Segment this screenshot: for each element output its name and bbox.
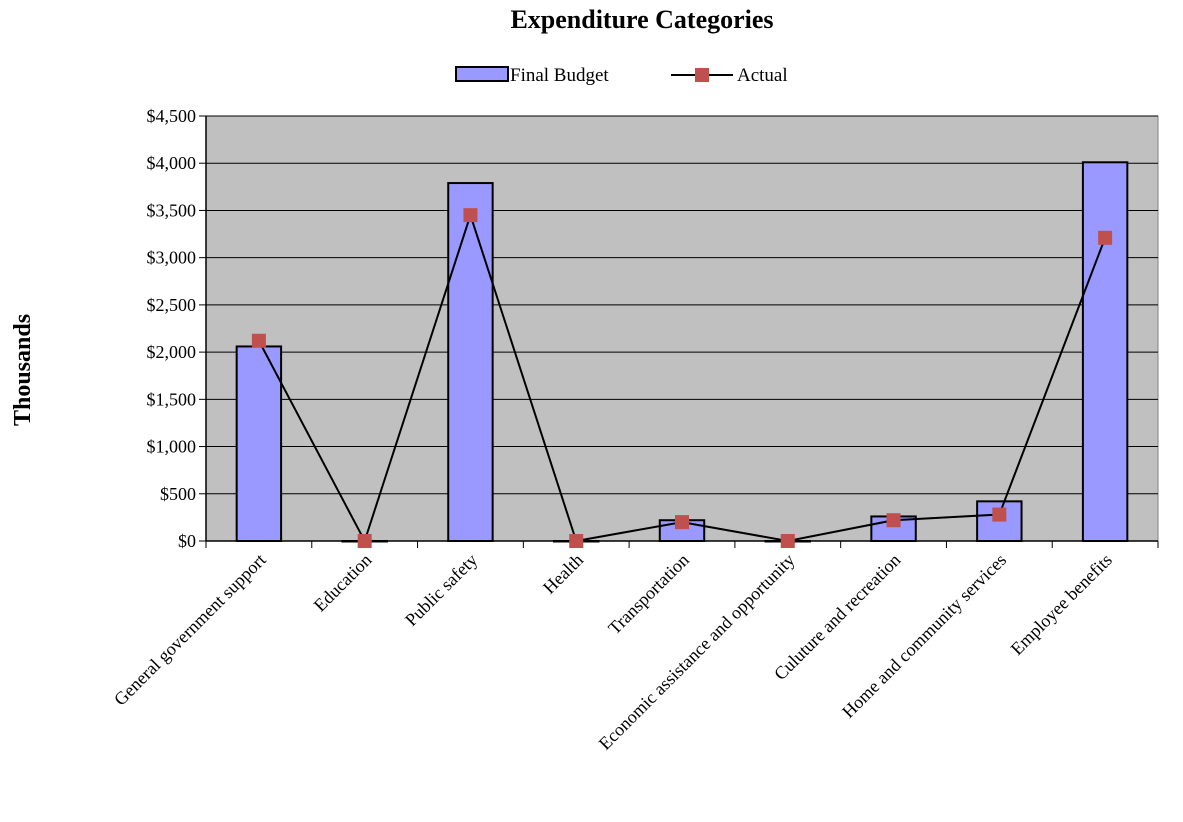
x-tick-label: Health bbox=[539, 550, 587, 598]
actual-marker bbox=[357, 534, 372, 548]
y-tick-label: $3,000 bbox=[147, 248, 197, 268]
x-tick-label: Public safety bbox=[401, 550, 481, 630]
x-tick-label: Economic assistance and opportunity bbox=[595, 550, 799, 754]
bar bbox=[447, 182, 494, 543]
y-tick-label: $4,500 bbox=[147, 106, 197, 126]
x-axis-labels: General government support Education Publi… bbox=[110, 550, 1116, 754]
line-series bbox=[251, 208, 1113, 548]
y-tick-label: $4,000 bbox=[147, 153, 197, 173]
y-tick-label: $2,500 bbox=[147, 295, 197, 315]
legend: Final Budget Actual bbox=[455, 65, 788, 86]
x-tick-label: General government support bbox=[110, 550, 270, 710]
actual-marker bbox=[569, 534, 584, 548]
legend-label-actual: Actual bbox=[737, 65, 788, 86]
plot-area bbox=[205, 115, 1159, 542]
y-tick-label: $3,500 bbox=[147, 200, 197, 220]
x-tick-label: Education bbox=[310, 550, 376, 616]
y-tick-label: $2,000 bbox=[147, 342, 197, 362]
actual-marker bbox=[675, 515, 689, 530]
y-axis-label: Thousands bbox=[10, 314, 36, 426]
bar bbox=[235, 345, 283, 543]
y-axis-ticks: $0 $500 $1,000 $1,500 $2,000 $2,500 $3,000 $3,5… bbox=[147, 106, 206, 551]
legend-marker-actual bbox=[695, 68, 709, 82]
chart-title: Expenditure Categories bbox=[510, 5, 773, 34]
actual-marker bbox=[992, 507, 1007, 522]
y-tick-label: $0 bbox=[178, 531, 196, 551]
legend-label-final-budget: Final Budget bbox=[510, 65, 609, 86]
x-tick-label: Transportation bbox=[604, 550, 693, 639]
y-tick-label: $1,500 bbox=[147, 389, 197, 409]
actual-marker bbox=[463, 208, 478, 223]
y-tick-label: $500 bbox=[160, 484, 196, 504]
actual-marker bbox=[251, 333, 266, 348]
actual-marker bbox=[886, 513, 901, 528]
bar bbox=[1081, 161, 1129, 542]
actual-marker bbox=[780, 534, 795, 548]
legend-swatch-final-budget bbox=[455, 66, 509, 82]
y-tick-label: $1,000 bbox=[147, 437, 197, 457]
x-tick-label: Employee benefits bbox=[1007, 550, 1116, 659]
actual-marker bbox=[1098, 230, 1113, 245]
